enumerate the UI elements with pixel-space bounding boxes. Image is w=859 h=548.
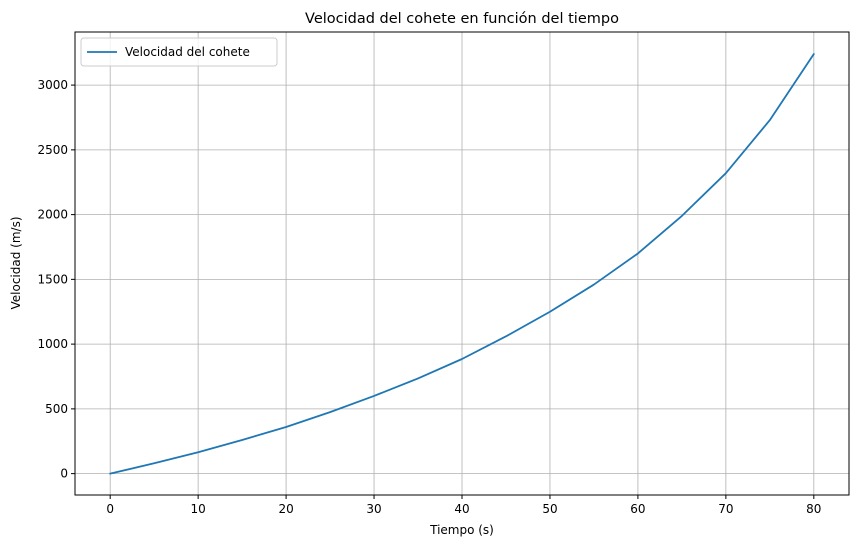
x-axis-label: Tiempo (s) xyxy=(429,523,494,537)
x-tick-label: 60 xyxy=(630,502,645,516)
y-tick-label: 2000 xyxy=(37,208,68,222)
x-tick-label: 70 xyxy=(718,502,733,516)
y-tick-label: 3000 xyxy=(37,78,68,92)
chart-title: Velocidad del cohete en función del tiem… xyxy=(305,11,619,27)
x-tick-label: 20 xyxy=(278,502,293,516)
y-tick-label: 1000 xyxy=(37,337,68,351)
legend-label: Velocidad del cohete xyxy=(125,45,250,59)
series-line-0 xyxy=(109,53,815,475)
legend: Velocidad del cohete xyxy=(80,37,278,67)
legend-box xyxy=(80,37,278,67)
y-tick-label: 0 xyxy=(60,467,68,481)
y-tick-label: 1500 xyxy=(37,272,68,286)
x-tick-label: 40 xyxy=(454,502,469,516)
x-tick-label: 0 xyxy=(106,502,114,516)
y-tick-label: 500 xyxy=(45,402,68,416)
x-tick-label: 10 xyxy=(190,502,205,516)
y-axis-ticks: 0 500 1000 1500 2000 2500 3000 xyxy=(37,78,75,481)
y-axis-label: Velocidad (m/s) xyxy=(9,216,23,309)
series-layer xyxy=(109,53,815,475)
x-tick-label: 80 xyxy=(806,502,821,516)
y-tick-label: 2500 xyxy=(37,143,68,157)
x-tick-label: 50 xyxy=(542,502,557,516)
grid xyxy=(75,32,849,495)
x-axis-ticks: 0 10 20 30 40 50 60 70 80 xyxy=(106,495,821,516)
x-tick-label: 30 xyxy=(366,502,381,516)
